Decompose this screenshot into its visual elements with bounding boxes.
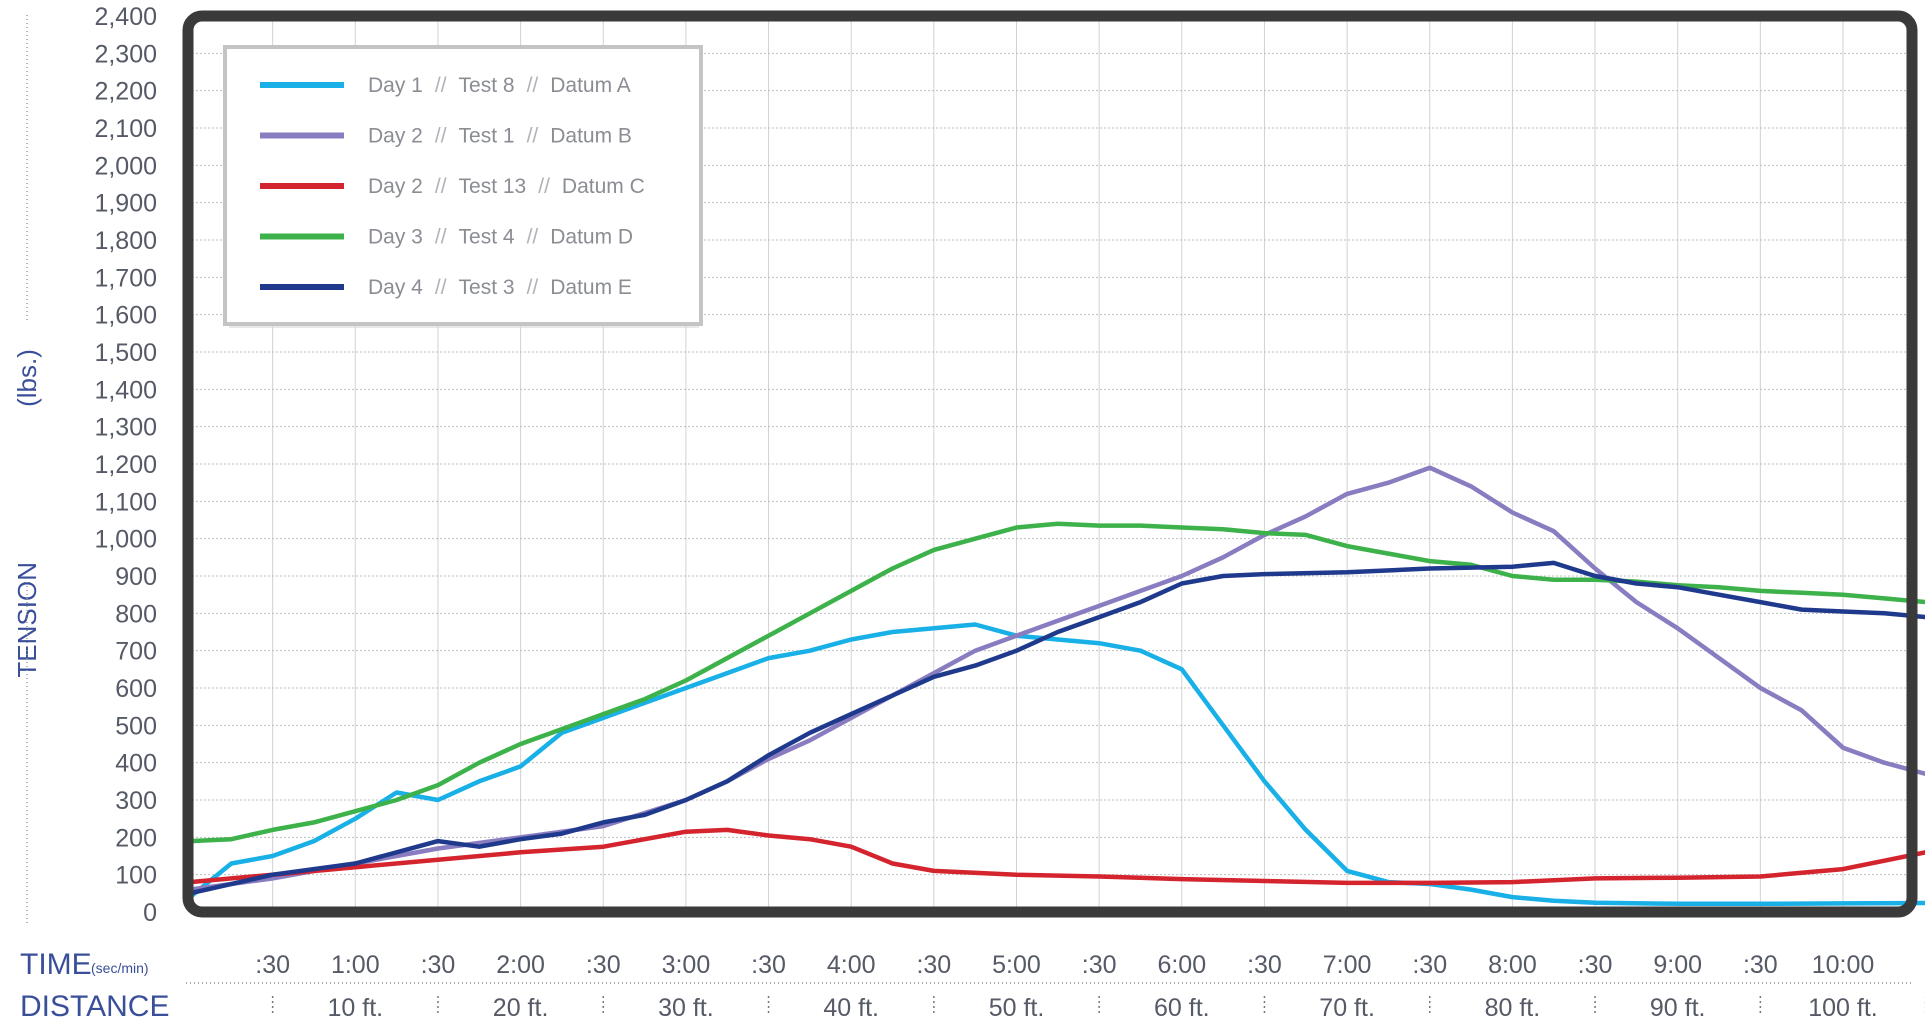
- y-tick-label: 2,200: [94, 78, 157, 106]
- legend: Day 1//Test 8//Datum A Day 2//Test 1//Dat…: [223, 45, 703, 328]
- y-tick-label: 100: [115, 862, 157, 890]
- time-tick-label: 6:00: [1157, 951, 1206, 979]
- y-tick-label: 900: [115, 563, 157, 591]
- legend-entry-4: Day 3//Test 4//Datum D: [368, 226, 633, 249]
- plot-border: [182, 10, 1918, 918]
- y-tick-label: 1,200: [94, 451, 157, 479]
- plot-border-rect: [182, 10, 1918, 918]
- time-tick-label: :30: [1082, 951, 1117, 979]
- time-tick-label: 1:00: [331, 951, 380, 979]
- distance-tick-label: 50 ft.: [989, 994, 1045, 1021]
- distance-axis-label: DISTANCE: [20, 990, 169, 1021]
- time-tick-label: :30: [255, 951, 290, 979]
- y-axis-label: TENSION: [12, 562, 42, 678]
- y-axis-title: TENSION (lbs.): [12, 15, 42, 925]
- y-tick-label: 1,000: [94, 526, 157, 554]
- time-tick-label: :30: [421, 951, 456, 979]
- time-tick-label: :30: [1247, 951, 1282, 979]
- legend-entry-5: Day 4//Test 3//Datum E: [368, 276, 632, 299]
- series-line-5: [187, 560, 1925, 896]
- y-tick-label: 500: [115, 712, 157, 740]
- y-tick-label: 0: [143, 899, 157, 927]
- y-tick-label: 2,000: [94, 152, 157, 180]
- time-axis-label: TIME: [20, 948, 92, 981]
- distance-tick-label: 10 ft.: [328, 994, 384, 1021]
- y-tick-label: 1,600: [94, 302, 157, 330]
- y-tick-label: 2,300: [94, 40, 157, 68]
- y-tick-label: 1,700: [94, 264, 157, 292]
- y-tick-label: 1,500: [94, 339, 157, 367]
- y-tick-label: 1,800: [94, 227, 157, 255]
- time-tick-label: :30: [1743, 951, 1778, 979]
- distance-tick-label: 40 ft.: [823, 994, 879, 1021]
- time-tick-label: 8:00: [1488, 951, 1537, 979]
- time-tick-label: 4:00: [827, 951, 876, 979]
- legend-entry-1: Day 1//Test 8//Datum A: [368, 74, 631, 97]
- y-tick-label: 1,100: [94, 488, 157, 516]
- time-axis-unit: (sec/min): [91, 960, 149, 976]
- distance-tick-label: 100 ft.: [1808, 994, 1878, 1021]
- time-axis-ticks: :30 1:00 :30 2:00 :30 3:00 :30 4:00 :30 5:00 :30 6:…: [255, 951, 1874, 979]
- series-line-4: [187, 521, 1925, 844]
- y-tick-label: 200: [115, 824, 157, 852]
- time-tick-label: 7:00: [1323, 951, 1372, 979]
- distance-tick-label: 70 ft.: [1319, 994, 1375, 1021]
- y-tick-label: 1,300: [94, 414, 157, 442]
- distance-tick-label: 80 ft.: [1485, 994, 1541, 1021]
- time-tick-label: :30: [916, 951, 951, 979]
- time-tick-label: 2:00: [496, 951, 545, 979]
- y-tick-label: 1,900: [94, 190, 157, 218]
- series-layer: [187, 465, 1925, 907]
- series-line-1: [187, 622, 1925, 907]
- y-tick-label: 600: [115, 675, 157, 703]
- x-axis-titles: TIME (sec/min) DISTANCE: [20, 948, 1912, 1023]
- y-tick-label: 300: [115, 787, 157, 815]
- y-tick-label: 400: [115, 750, 157, 778]
- y-tick-label: 700: [115, 638, 157, 666]
- time-tick-label: :30: [1578, 951, 1613, 979]
- y-tick-label: 2,100: [94, 115, 157, 143]
- y-tick-label: 1,400: [94, 376, 157, 404]
- distance-tick-label: 30 ft.: [658, 994, 714, 1021]
- legend-entry-3: Day 2//Test 13//Datum C: [368, 175, 645, 198]
- y-tick-label: 800: [115, 600, 157, 628]
- y-tick-label: 2,400: [94, 3, 157, 31]
- y-axis-unit: (lbs.): [12, 349, 42, 407]
- time-tick-label: 9:00: [1653, 951, 1702, 979]
- time-tick-label: 3:00: [662, 951, 711, 979]
- distance-tick-label: 20 ft.: [493, 994, 549, 1021]
- time-tick-label: :30: [751, 951, 786, 979]
- distance-axis-ticks: 10 ft. 20 ft. 30 ft. 40 ft. 50 ft. 60 ft. 70 f…: [271, 994, 1925, 1022]
- time-tick-label: :30: [1412, 951, 1447, 979]
- distance-tick-label: 60 ft.: [1154, 994, 1210, 1021]
- time-tick-label: 10:00: [1812, 951, 1875, 979]
- time-tick-label: 5:00: [992, 951, 1041, 979]
- legend-entry-2: Day 2//Test 1//Datum B: [368, 125, 632, 148]
- time-tick-label: :30: [586, 951, 621, 979]
- series-line-3: [187, 827, 1925, 886]
- y-axis-ticks: 0 100 200 300 400 500 600 700 800 900 1,000 1,100 1,…: [94, 3, 157, 927]
- distance-tick-label: 90 ft.: [1650, 994, 1706, 1021]
